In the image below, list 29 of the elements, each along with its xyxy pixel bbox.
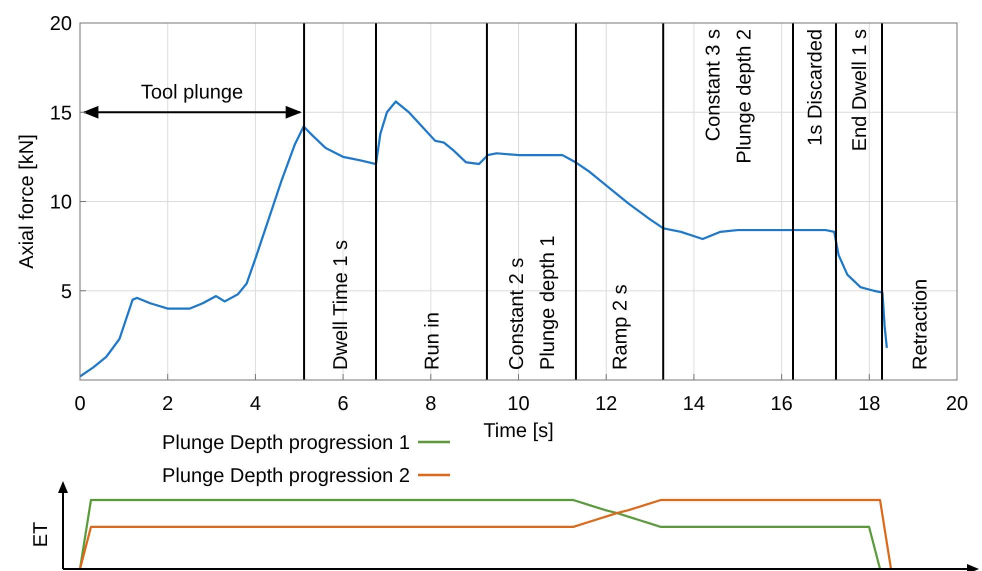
legend-label: Plunge Depth progression 1 bbox=[162, 432, 410, 454]
y-axis-title: ET bbox=[30, 522, 52, 548]
ref-line-label: Retraction bbox=[910, 278, 932, 370]
x-tick-label: 4 bbox=[250, 393, 261, 415]
x-tick-label: 0 bbox=[74, 393, 86, 415]
y-axis-title: Axial force [kN] bbox=[16, 134, 38, 269]
y-tick-label: 5 bbox=[60, 280, 72, 303]
y-tick-label: 20 bbox=[50, 13, 72, 35]
ref-line-label: Constant 2 s Plunge depth 1 bbox=[506, 235, 559, 370]
x-tick-label: 20 bbox=[946, 393, 968, 415]
ref-line-label: Dwell Time 1 s bbox=[330, 240, 352, 370]
ref-line-label: Constant 3 s Plunge depth 2 bbox=[702, 29, 756, 164]
x-tick-label: 16 bbox=[770, 393, 793, 415]
ref-line-label: 1s Discarded bbox=[804, 29, 826, 146]
y-tick-label: 10 bbox=[50, 192, 72, 214]
y-tick-label: 15 bbox=[50, 102, 72, 124]
x-tick-label: 14 bbox=[682, 393, 706, 415]
x-tick-label: 2 bbox=[162, 393, 174, 415]
x-tick-label: 18 bbox=[858, 393, 880, 415]
ref-line-label: End Dwell 1 s bbox=[848, 29, 871, 152]
x-tick-label: 6 bbox=[338, 393, 349, 415]
x-tick-label: 10 bbox=[507, 393, 530, 415]
ref-line-label: Run in bbox=[421, 312, 444, 370]
x-axis-title: Time [s] bbox=[483, 420, 554, 442]
annotation: Tool plunge bbox=[140, 81, 244, 104]
ref-line-label: Ramp 2 s bbox=[610, 284, 632, 370]
x-tick-label: 12 bbox=[595, 393, 618, 415]
legend-label: Plunge Depth progression 2 bbox=[162, 465, 410, 487]
x-tick-label: 8 bbox=[425, 393, 436, 415]
